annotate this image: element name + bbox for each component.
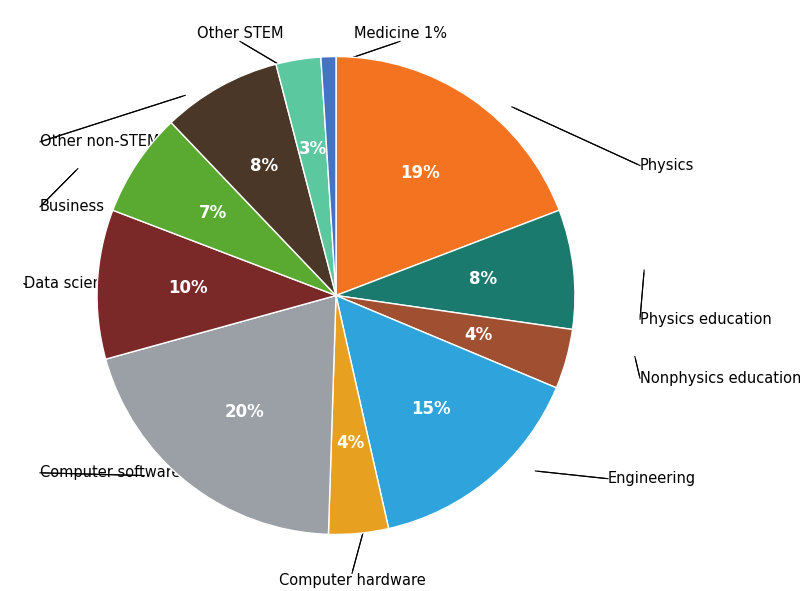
Text: 8%: 8% [250, 157, 278, 175]
Text: 15%: 15% [411, 400, 451, 418]
Wedge shape [276, 57, 336, 296]
Text: 19%: 19% [400, 164, 440, 183]
Wedge shape [336, 210, 575, 330]
Wedge shape [336, 296, 556, 528]
Text: 4%: 4% [336, 434, 364, 452]
Wedge shape [171, 64, 336, 296]
Wedge shape [113, 122, 336, 296]
Text: Data science: Data science [24, 276, 119, 291]
Text: Engineering: Engineering [608, 471, 696, 486]
Wedge shape [329, 296, 389, 534]
Wedge shape [336, 57, 559, 296]
Text: Other STEM: Other STEM [197, 27, 283, 41]
Text: 8%: 8% [469, 270, 498, 288]
Wedge shape [106, 296, 336, 534]
Text: Computer hardware: Computer hardware [278, 573, 426, 588]
Wedge shape [97, 210, 336, 359]
Text: 10%: 10% [168, 280, 208, 297]
Text: Other non-STEM: Other non-STEM [40, 134, 159, 150]
Text: Physics education: Physics education [640, 311, 772, 327]
Wedge shape [336, 296, 573, 388]
Text: 3%: 3% [298, 140, 326, 158]
Text: Computer software: Computer software [40, 465, 181, 480]
Text: Business: Business [40, 199, 105, 215]
Text: Nonphysics education: Nonphysics education [640, 371, 800, 386]
Text: Medicine 1%: Medicine 1% [354, 27, 446, 41]
Text: 20%: 20% [225, 403, 264, 421]
Text: 4%: 4% [465, 326, 493, 344]
Text: 7%: 7% [198, 204, 226, 222]
Text: Physics: Physics [640, 158, 694, 173]
Wedge shape [321, 57, 336, 296]
